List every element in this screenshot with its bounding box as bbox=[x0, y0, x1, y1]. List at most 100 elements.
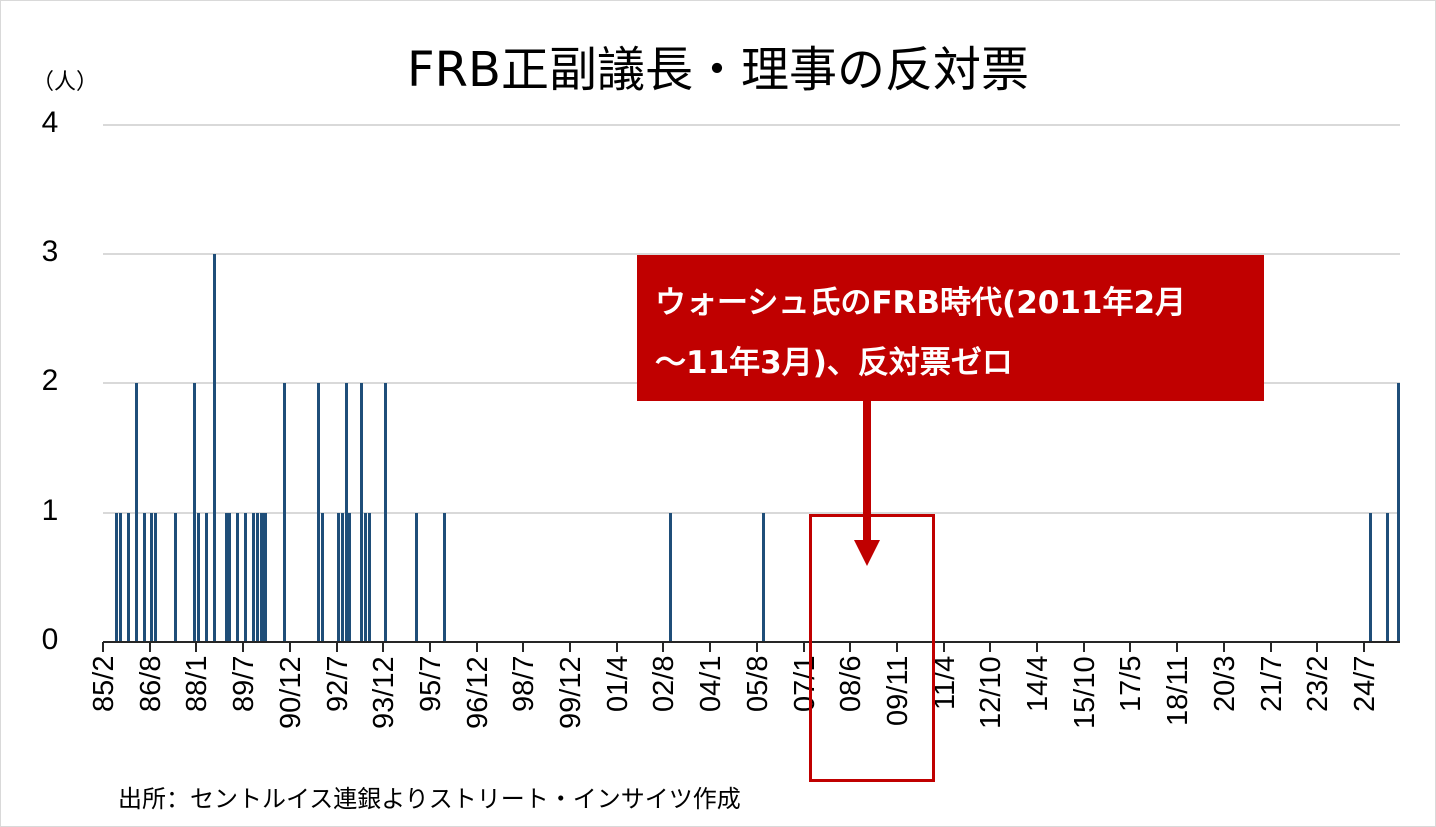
gridline bbox=[103, 511, 1400, 514]
x-tick-mark bbox=[335, 642, 338, 652]
bar bbox=[126, 512, 130, 642]
x-tick-mark bbox=[755, 642, 758, 652]
bar bbox=[149, 512, 153, 642]
x-tick-label: 24/7 bbox=[1348, 655, 1381, 712]
x-tick-label: 21/7 bbox=[1255, 655, 1288, 712]
x-tick-mark bbox=[475, 642, 478, 652]
bar bbox=[383, 383, 387, 642]
bar bbox=[1396, 383, 1400, 642]
y-tick-label: 0 bbox=[41, 623, 59, 656]
x-tick-mark bbox=[942, 642, 945, 652]
bar bbox=[212, 254, 216, 642]
bar bbox=[259, 512, 263, 642]
bar bbox=[414, 512, 418, 642]
x-tick-label: 15/10 bbox=[1068, 656, 1101, 729]
bar bbox=[344, 383, 348, 642]
y-tick-label: 2 bbox=[41, 364, 59, 398]
bar bbox=[347, 512, 351, 642]
x-tick-label: 86/8 bbox=[134, 655, 167, 712]
callout-line-2: ～11年3月)、反対票ゼロ bbox=[655, 345, 1013, 381]
bar bbox=[340, 512, 344, 642]
callout-box: ウォーシュ氏のFRB時代(2011年2月 ～11年3月)、反対票ゼロ bbox=[637, 255, 1264, 401]
x-tick-mark bbox=[195, 642, 198, 652]
bar bbox=[173, 512, 177, 642]
y-tick-label: 1 bbox=[41, 493, 59, 527]
x-tick-label: 88/1 bbox=[181, 655, 214, 712]
bar bbox=[320, 512, 324, 642]
x-tick-mark bbox=[522, 642, 525, 652]
callout-line-1: ウォーシュ氏のFRB時代(2011年2月 bbox=[655, 285, 1187, 321]
y-tick-label: 3 bbox=[41, 235, 59, 269]
x-tick-label: 95/7 bbox=[414, 655, 447, 712]
x-axis-line bbox=[103, 641, 1400, 643]
x-tick-label: 85/2 bbox=[88, 655, 120, 712]
x-tick-mark bbox=[1316, 642, 1319, 652]
bar bbox=[359, 383, 363, 642]
x-tick-mark bbox=[1129, 642, 1132, 652]
x-tick-label: 14/4 bbox=[1022, 655, 1054, 712]
bar bbox=[224, 512, 228, 642]
bar bbox=[761, 512, 765, 642]
x-tick-label: 01/4 bbox=[601, 655, 634, 712]
bar bbox=[367, 512, 371, 642]
x-tick-mark bbox=[1362, 642, 1365, 652]
highlight-rectangle bbox=[809, 514, 935, 782]
gridline bbox=[103, 253, 1400, 256]
x-tick-label: 12/10 bbox=[975, 656, 1008, 729]
bar bbox=[243, 512, 247, 642]
bar bbox=[153, 512, 157, 642]
x-tick-mark bbox=[662, 642, 665, 652]
x-tick-label: 99/12 bbox=[555, 656, 587, 729]
x-tick-label: 90/12 bbox=[274, 656, 307, 729]
bar bbox=[255, 512, 259, 642]
x-tick-mark bbox=[569, 642, 571, 652]
bar bbox=[316, 383, 320, 642]
bar bbox=[142, 512, 146, 642]
x-tick-mark bbox=[1269, 642, 1272, 652]
arrow-shaft bbox=[863, 400, 871, 548]
source-note: 出所：セントルイス連銀よりストリート・インサイツ作成 bbox=[118, 785, 741, 813]
bar bbox=[192, 383, 196, 642]
bar bbox=[196, 512, 200, 642]
x-tick-label: 96/12 bbox=[461, 656, 494, 729]
x-tick-mark bbox=[242, 642, 245, 652]
bar bbox=[227, 512, 231, 642]
bar bbox=[1368, 512, 1372, 642]
x-tick-label: 20/3 bbox=[1208, 655, 1241, 712]
x-tick-label: 04/1 bbox=[695, 655, 728, 712]
bar bbox=[282, 383, 286, 642]
bar bbox=[134, 383, 138, 642]
bar bbox=[204, 512, 208, 642]
bar bbox=[114, 512, 118, 642]
x-tick-mark bbox=[1036, 642, 1038, 652]
x-tick-mark bbox=[382, 642, 385, 652]
x-tick-label: 18/11 bbox=[1162, 655, 1195, 726]
x-tick-mark bbox=[802, 642, 805, 652]
bar bbox=[118, 512, 122, 642]
x-tick-mark bbox=[1176, 642, 1179, 652]
x-tick-mark bbox=[102, 642, 104, 652]
chart-title: FRB正副議長・理事の反対票 bbox=[407, 42, 1029, 98]
x-tick-label: 89/7 bbox=[228, 655, 261, 712]
x-tick-label: 23/2 bbox=[1302, 655, 1335, 712]
x-tick-mark bbox=[288, 642, 291, 652]
x-tick-mark bbox=[615, 642, 618, 652]
x-tick-mark bbox=[428, 642, 431, 652]
bar bbox=[235, 512, 239, 642]
y-tick-label: 4 bbox=[41, 105, 59, 139]
x-tick-label: 17/5 bbox=[1115, 655, 1148, 712]
bar bbox=[442, 512, 446, 642]
bar bbox=[363, 512, 367, 642]
bar bbox=[668, 512, 672, 642]
x-tick-mark bbox=[989, 642, 992, 652]
x-tick-mark bbox=[1082, 642, 1085, 652]
bar bbox=[1385, 512, 1389, 642]
x-tick-mark bbox=[895, 642, 898, 652]
x-tick-mark bbox=[1222, 642, 1225, 652]
y-axis-unit-label: （人） bbox=[32, 70, 99, 95]
bar bbox=[251, 512, 255, 642]
arrow-down-icon bbox=[854, 540, 880, 566]
bar bbox=[336, 512, 340, 642]
x-tick-mark bbox=[148, 642, 151, 652]
x-tick-mark bbox=[849, 642, 852, 652]
